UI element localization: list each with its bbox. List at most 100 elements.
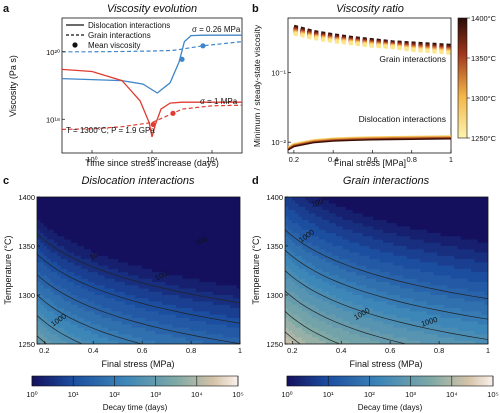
cField-cell [57, 262, 62, 266]
dField-cell [342, 197, 347, 201]
cField-cell [152, 340, 156, 344]
dField-cell [437, 311, 442, 315]
cField-cell [196, 206, 200, 211]
cField-cell [84, 340, 89, 344]
cField-cell [172, 226, 177, 231]
cField-cell [229, 281, 234, 286]
cField-cell [216, 210, 221, 214]
dField-cell [413, 226, 418, 231]
cField-cell [97, 334, 102, 338]
cField-cell [64, 288, 68, 293]
dField-cell [312, 317, 316, 322]
cField-cell [67, 252, 72, 257]
cField-cell [168, 223, 173, 227]
cField-cell [60, 281, 65, 286]
dField-cell [322, 239, 326, 244]
cField-cell [97, 223, 102, 227]
dField-cell [420, 203, 425, 208]
cField-cell [91, 249, 95, 253]
dField-cell [308, 314, 313, 319]
cField-cell [206, 337, 210, 342]
cField-cell [192, 301, 197, 306]
dField-cell [288, 262, 293, 266]
cField-cell [108, 278, 112, 283]
cField-cell [233, 291, 238, 296]
cField-cell [111, 229, 116, 234]
dField-cell [332, 216, 337, 221]
dField-cell [312, 206, 316, 211]
cField-cell [185, 337, 190, 342]
dField-cell [413, 295, 418, 299]
cField-cell [57, 200, 62, 204]
cField-cell [138, 206, 143, 211]
cField-cell [50, 324, 55, 329]
dField-cell [345, 288, 350, 293]
cField-cell [87, 200, 92, 204]
dField-cell [430, 232, 435, 237]
cField-cell [209, 200, 214, 204]
dField-cell [400, 285, 404, 289]
cField-cell [138, 278, 143, 283]
dField-cell [352, 206, 357, 211]
cField-cell [43, 219, 48, 224]
dField-cell [406, 304, 411, 309]
cField-cell [165, 304, 170, 309]
dField-cell [322, 219, 326, 224]
cField-cell [64, 197, 68, 201]
cField-cell [141, 255, 146, 260]
dField-cell [410, 291, 414, 296]
cField-cell [141, 239, 146, 244]
dField-cell [410, 295, 414, 299]
cField-cell [37, 278, 41, 283]
dField-cell [339, 252, 343, 257]
dField-cell [345, 285, 350, 289]
dField-cell [403, 314, 408, 319]
dField-cell [291, 285, 296, 289]
cField-cell [57, 229, 62, 234]
dField-cell [298, 334, 303, 338]
cField-cell [50, 229, 55, 234]
cField-cell [145, 288, 150, 293]
dField-cell [315, 268, 320, 273]
cField-cell [114, 324, 119, 329]
dField-cell [298, 321, 303, 325]
cField-cell [185, 295, 190, 299]
cField-cell [168, 304, 173, 309]
cField-cell [202, 291, 207, 296]
cField-cell [131, 298, 136, 302]
dField-cell [440, 219, 445, 224]
dField-cell [325, 200, 330, 204]
cField-cell [192, 281, 197, 286]
cField-cell [212, 236, 217, 240]
dField-cell [308, 340, 313, 344]
dField-cell [356, 268, 360, 273]
cField-cell [182, 259, 187, 263]
cField-cell [67, 337, 72, 342]
dField-cell [335, 242, 340, 247]
dField-cell [366, 330, 370, 335]
cField-cell [131, 340, 136, 344]
cField-cell [141, 216, 146, 221]
cField-cell [57, 219, 62, 224]
cField-cell [135, 232, 139, 237]
cField-cell [121, 281, 126, 286]
dField-cell [315, 239, 320, 244]
dField-cell [318, 321, 323, 325]
dField-cell [288, 304, 293, 309]
cField-cell [135, 255, 139, 260]
dField-cell [359, 216, 364, 221]
cField-cell [77, 334, 82, 338]
dField-cell [383, 259, 387, 263]
dField-cell [444, 340, 448, 344]
cField-cell [216, 213, 221, 217]
cField-cell [77, 236, 82, 240]
dField-cell [403, 308, 408, 312]
cField-cell [229, 291, 234, 296]
cField-cell [101, 337, 106, 342]
dField-cell [393, 249, 398, 253]
cField-cell [57, 252, 62, 257]
cField-cell [209, 259, 214, 263]
dField-cell [345, 232, 350, 237]
cField-contour-label-2: 100 [194, 234, 209, 247]
cField-cell [50, 278, 55, 283]
